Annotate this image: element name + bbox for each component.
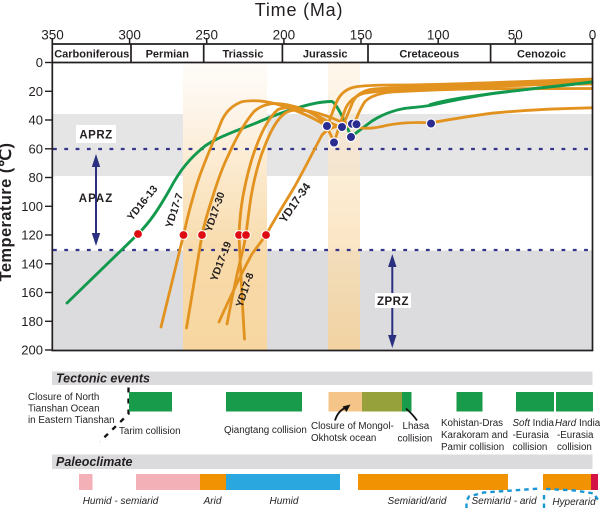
svg-text:Carboniferous: Carboniferous xyxy=(54,49,129,61)
svg-text:50: 50 xyxy=(508,28,523,43)
svg-text:APAZ: APAZ xyxy=(79,193,113,205)
svg-text:-Eurasia: -Eurasia xyxy=(513,430,550,441)
svg-text:Semiarid - arid: Semiarid - arid xyxy=(471,496,536,507)
svg-text:Paleoclimate: Paleoclimate xyxy=(56,455,132,469)
svg-text:20: 20 xyxy=(29,84,43,99)
svg-text:250: 250 xyxy=(195,28,218,43)
svg-text:Humid: Humid xyxy=(270,496,299,507)
svg-text:200: 200 xyxy=(273,28,296,43)
svg-text:Lhasa: Lhasa xyxy=(403,421,430,432)
svg-text:Time (Ma): Time (Ma) xyxy=(255,0,344,20)
svg-text:Semiarid/arid: Semiarid/arid xyxy=(388,496,447,507)
svg-text:Pamir collision: Pamir collision xyxy=(441,442,504,453)
svg-text:80: 80 xyxy=(29,170,43,185)
svg-text:ZPRZ: ZPRZ xyxy=(377,296,409,308)
svg-text:0: 0 xyxy=(589,28,597,43)
svg-text:0: 0 xyxy=(36,55,43,70)
svg-text:Kohistan-Dras: Kohistan-Dras xyxy=(441,418,503,429)
svg-text:120: 120 xyxy=(21,228,43,243)
svg-text:Cretaceous: Cretaceous xyxy=(399,49,459,61)
svg-text:Closure of Mongol-: Closure of Mongol- xyxy=(311,421,394,432)
svg-text:40: 40 xyxy=(29,113,43,128)
svg-text:180: 180 xyxy=(21,314,43,329)
svg-text:350: 350 xyxy=(41,28,64,43)
svg-text:Triassic: Triassic xyxy=(223,49,264,61)
svg-text:in Eastern Tianshan: in Eastern Tianshan xyxy=(28,415,115,426)
svg-text:Tectonic events: Tectonic events xyxy=(56,372,150,386)
svg-text:collision: collision xyxy=(513,442,548,453)
svg-text:Qiangtang collision: Qiangtang collision xyxy=(224,425,307,436)
svg-text:100: 100 xyxy=(427,28,450,43)
svg-text:APRZ: APRZ xyxy=(79,130,112,142)
svg-text:Tianshan Ocean: Tianshan Ocean xyxy=(28,404,100,415)
svg-text:collision: collision xyxy=(557,442,592,453)
svg-text:Hard India: Hard India xyxy=(555,418,600,429)
svg-text:Hyperarid: Hyperarid xyxy=(552,497,596,508)
svg-text:Cenozoic: Cenozoic xyxy=(517,49,566,61)
svg-text:200: 200 xyxy=(21,343,43,358)
svg-text:300: 300 xyxy=(118,28,141,43)
svg-text:100: 100 xyxy=(21,199,43,214)
svg-text:Karakoram and: Karakoram and xyxy=(441,430,508,441)
svg-text:140: 140 xyxy=(21,256,43,271)
svg-text:Humid - semiarid: Humid - semiarid xyxy=(83,496,159,507)
svg-text:Jurassic: Jurassic xyxy=(303,49,348,61)
svg-text:-Eurasia: -Eurasia xyxy=(557,430,594,441)
svg-text:Temperature (℃): Temperature (℃) xyxy=(0,143,15,282)
svg-text:Closure of North: Closure of North xyxy=(28,392,99,403)
svg-text:Okhotsk ocean: Okhotsk ocean xyxy=(311,433,376,444)
svg-text:Arid: Arid xyxy=(203,496,222,507)
svg-text:collision: collision xyxy=(398,434,433,445)
svg-text:Permian: Permian xyxy=(146,49,190,61)
svg-text:Soft India: Soft India xyxy=(513,418,555,429)
svg-text:60: 60 xyxy=(29,141,43,156)
svg-text:160: 160 xyxy=(21,285,43,300)
svg-text:Tarim collision: Tarim collision xyxy=(119,426,181,437)
svg-text:150: 150 xyxy=(350,28,373,43)
svg-text:YD16-13: YD16-13 xyxy=(125,183,161,223)
